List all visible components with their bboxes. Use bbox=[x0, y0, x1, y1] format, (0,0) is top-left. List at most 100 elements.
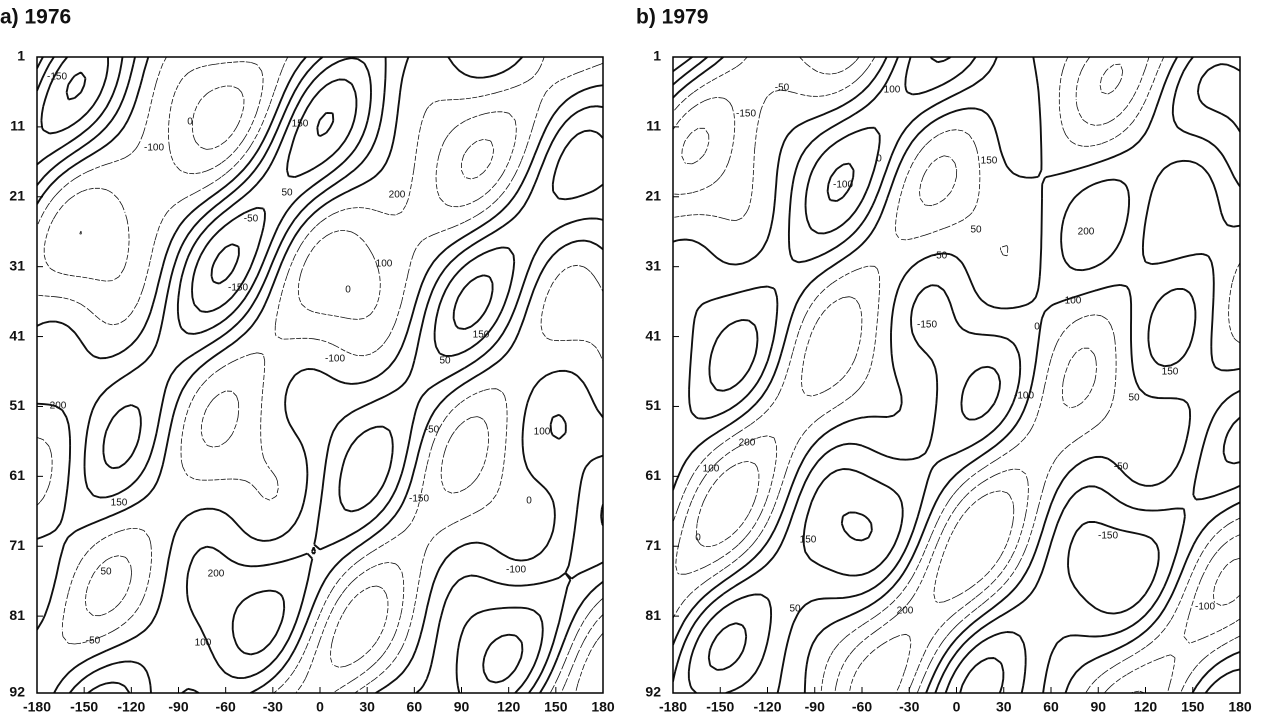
x-tick-label: -60 bbox=[852, 699, 872, 715]
contour-line bbox=[681, 63, 1240, 693]
x-tick-label: 120 bbox=[497, 699, 521, 715]
x-tick-label: 30 bbox=[996, 699, 1012, 715]
x-tick-label: -180 bbox=[23, 699, 51, 715]
contour-label: -100 bbox=[325, 354, 345, 365]
contour-label: 200 bbox=[1078, 227, 1095, 238]
contour-line bbox=[65, 71, 335, 285]
contour-label: 150 bbox=[1162, 367, 1179, 378]
contour-label: -50 bbox=[775, 83, 790, 94]
contour-label: -100 bbox=[833, 180, 853, 191]
y-tick-label: 41 bbox=[645, 327, 661, 343]
contour-label: -100 bbox=[144, 143, 164, 154]
x-tick-label: -90 bbox=[805, 699, 825, 715]
contour-line bbox=[37, 57, 603, 693]
x-tick-label: -120 bbox=[753, 699, 781, 715]
contour-label: 100 bbox=[376, 259, 393, 270]
y-tick-label: 41 bbox=[9, 327, 25, 343]
y-tick-label: 21 bbox=[9, 187, 25, 203]
contour-label: 100 bbox=[195, 638, 212, 649]
contour-group: -150-150-150-100-100-100-50-50-500005050… bbox=[673, 57, 1240, 693]
contour-label: -100 bbox=[1195, 602, 1215, 613]
contour-label: -150 bbox=[409, 494, 429, 505]
y-tick-label: 71 bbox=[9, 537, 25, 553]
contour-line bbox=[37, 57, 603, 693]
x-tick-label: 60 bbox=[1043, 699, 1059, 715]
contour-label: 100 bbox=[1065, 296, 1082, 307]
x-tick-label: 90 bbox=[454, 699, 470, 715]
contour-line bbox=[673, 57, 1240, 693]
y-tick-label: 92 bbox=[645, 684, 661, 700]
panel-title: a) 1976 bbox=[0, 6, 71, 29]
x-tick-label: 0 bbox=[316, 699, 324, 715]
contour-label: 150 bbox=[111, 498, 128, 509]
contour-label: 50 bbox=[1128, 393, 1140, 404]
contour-line bbox=[707, 57, 1005, 693]
contour-label: 150 bbox=[292, 119, 309, 130]
y-tick-label: 51 bbox=[645, 397, 661, 413]
contour-label: 150 bbox=[981, 156, 998, 167]
contour-label: -150 bbox=[917, 320, 937, 331]
contour-label: 0 bbox=[1034, 322, 1040, 333]
contour-line bbox=[37, 57, 603, 693]
contour-label: 150 bbox=[800, 535, 817, 546]
x-tick-label: -60 bbox=[216, 699, 236, 715]
y-tick-label: 92 bbox=[9, 684, 25, 700]
y-tick-label: 31 bbox=[9, 257, 25, 273]
y-tick-label: 11 bbox=[10, 118, 25, 134]
contour-label: 100 bbox=[534, 427, 551, 438]
contour-label: -100 bbox=[1014, 391, 1034, 402]
contour-label: -50 bbox=[933, 251, 948, 262]
y-tick-label: 61 bbox=[645, 467, 661, 483]
contour-label: -50 bbox=[1114, 462, 1129, 473]
contour-label: 0 bbox=[526, 496, 532, 507]
plot-frame bbox=[672, 56, 1241, 694]
contour-group: -150-150-150-100-100-100-50-50-500005050… bbox=[37, 57, 603, 693]
x-tick-label: -120 bbox=[117, 699, 145, 715]
contour-label: 150 bbox=[473, 330, 490, 341]
contour-label: -150 bbox=[1098, 531, 1118, 542]
y-tick-label: 11 bbox=[646, 118, 661, 134]
x-tick-label: -30 bbox=[263, 699, 283, 715]
plot-frame bbox=[36, 56, 604, 694]
contour-label: 200 bbox=[389, 190, 406, 201]
x-tick-label: 150 bbox=[1181, 699, 1205, 715]
contour-line bbox=[79, 85, 603, 693]
x-tick-label: -90 bbox=[168, 699, 188, 715]
y-tick-label: 21 bbox=[645, 187, 661, 203]
x-tick-label: 120 bbox=[1134, 699, 1158, 715]
contour-label: 200 bbox=[208, 569, 225, 580]
contour-label: -50 bbox=[244, 214, 259, 225]
x-tick-label: 60 bbox=[407, 699, 423, 715]
x-tick-label: 180 bbox=[591, 699, 615, 715]
contour-label: 50 bbox=[789, 604, 801, 615]
contour-label: 50 bbox=[439, 356, 451, 367]
x-tick-label: -150 bbox=[706, 699, 734, 715]
contour-label: 100 bbox=[703, 464, 720, 475]
x-tick-label: -30 bbox=[899, 699, 919, 715]
contour-label: 0 bbox=[345, 285, 351, 296]
contour-line bbox=[40, 57, 524, 684]
x-tick-label: 30 bbox=[359, 699, 375, 715]
y-tick-label: 1 bbox=[653, 48, 661, 64]
x-tick-label: 180 bbox=[1228, 699, 1252, 715]
contour-label: 200 bbox=[50, 401, 67, 412]
contour-line bbox=[673, 57, 1240, 693]
contour-line bbox=[43, 61, 603, 693]
contour-label: 200 bbox=[739, 438, 756, 449]
contour-label: 0 bbox=[876, 154, 882, 165]
contour-label: 0 bbox=[187, 117, 193, 128]
contour-label: 50 bbox=[100, 567, 112, 578]
y-tick-label: 31 bbox=[645, 257, 661, 273]
x-tick-label: 150 bbox=[544, 699, 568, 715]
contour-line bbox=[673, 57, 1240, 693]
x-tick-label: -150 bbox=[70, 699, 98, 715]
contour-label: -50 bbox=[425, 425, 440, 436]
contour-label: -50 bbox=[86, 636, 101, 647]
y-tick-label: 61 bbox=[9, 467, 25, 483]
contour-line bbox=[37, 57, 603, 693]
contour-label: 0 bbox=[695, 533, 701, 544]
x-tick-label: -180 bbox=[659, 699, 687, 715]
contour-label: -150 bbox=[47, 72, 67, 83]
panel-title: b) 1979 bbox=[636, 6, 708, 29]
contour-label: 50 bbox=[970, 225, 982, 236]
